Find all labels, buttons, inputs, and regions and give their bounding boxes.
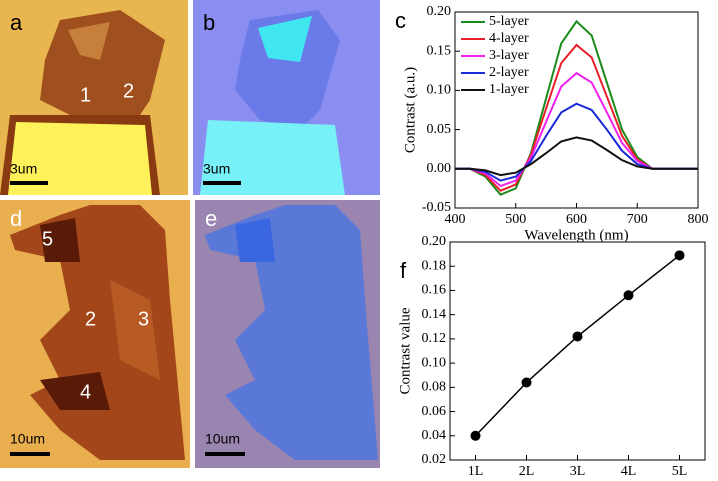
region-label: 5 — [42, 228, 53, 250]
flake — [258, 16, 312, 62]
x-tick-label: 4L — [621, 464, 637, 479]
y-axis-label: Contrast value — [397, 307, 413, 394]
scale-label: 3um — [10, 161, 37, 177]
y-tick-label: 0.15 — [427, 43, 452, 58]
flake — [40, 372, 110, 410]
plot-frame — [449, 241, 706, 461]
region-label: 2 — [85, 308, 96, 330]
panel-letter: f — [400, 258, 407, 283]
y-tick-label: 0.00 — [427, 161, 452, 176]
y-tick-label: 0.20 — [422, 234, 447, 249]
x-tick-label: 700 — [627, 212, 648, 227]
y-tick-label: 0.12 — [422, 331, 447, 346]
flake — [40, 218, 80, 262]
y-tick-label: 0.05 — [427, 122, 452, 137]
panel-letter: a — [10, 10, 23, 35]
x-tick-label: 5L — [672, 464, 688, 479]
plot-frame — [454, 11, 699, 209]
scale-label: 10um — [205, 431, 240, 447]
flake — [200, 120, 345, 195]
y-tick-label: 0.06 — [422, 404, 447, 419]
data-point — [674, 250, 685, 261]
scale-bar — [203, 181, 241, 185]
region-label: 1 — [80, 84, 91, 106]
series-line — [474, 254, 680, 437]
scale-label: 3um — [203, 161, 230, 177]
x-tick-label: 400 — [445, 212, 466, 227]
series-line — [455, 136, 698, 177]
data-point — [470, 430, 481, 441]
region-label: 4 — [80, 381, 91, 403]
legend-label: 2-layer — [489, 65, 529, 80]
x-tick-label: 2L — [519, 464, 535, 479]
scale-label: 10um — [10, 431, 45, 447]
data-point — [572, 331, 583, 342]
scale-bar — [10, 452, 50, 456]
y-tick-label: 0.02 — [422, 452, 447, 467]
scale-bar — [205, 452, 245, 456]
panel-b: b 3um — [193, 0, 380, 195]
panel-letter: e — [205, 206, 217, 231]
y-tick-label: 0.20 — [427, 4, 452, 19]
flake — [205, 205, 378, 460]
y-tick-label: -0.05 — [422, 200, 451, 215]
region-label: 2 — [123, 80, 134, 102]
panel-letter: b — [203, 10, 215, 35]
flake — [235, 10, 340, 130]
y-tick-label: 0.08 — [422, 380, 447, 395]
x-tick-label: 3L — [570, 464, 586, 479]
flake — [235, 218, 275, 262]
panel-e: e 10um — [195, 200, 380, 468]
legend-label: 1-layer — [489, 82, 529, 97]
legend-label: 3-layer — [489, 48, 529, 63]
panel-letter: c — [395, 8, 406, 33]
legend-label: 5-layer — [489, 14, 529, 29]
panel-d: d 5 2 3 4 10um — [0, 200, 190, 468]
panel-a: a 1 2 3um — [0, 0, 188, 195]
x-tick-label: 600 — [566, 212, 587, 227]
y-tick-label: 0.10 — [422, 355, 447, 370]
x-tick-label: 800 — [688, 212, 709, 227]
flake — [40, 10, 165, 130]
y-tick-label: 0.14 — [422, 307, 447, 322]
flake — [8, 122, 152, 195]
panel-letter: d — [10, 206, 22, 231]
x-axis-label: Wavelength (nm) — [524, 227, 628, 243]
y-tick-label: 0.04 — [422, 428, 447, 443]
y-tick-label: 0.16 — [422, 283, 447, 298]
data-point — [521, 377, 532, 388]
y-axis-label: Contrast (a.u.) — [402, 67, 418, 153]
flake — [110, 280, 160, 380]
y-tick-label: 0.10 — [427, 83, 452, 98]
x-tick-label: 1L — [468, 464, 484, 479]
region-label: 3 — [138, 308, 149, 330]
scale-bar — [10, 181, 48, 185]
data-point — [623, 290, 634, 301]
flake — [68, 22, 110, 60]
legend-label: 4-layer — [489, 31, 529, 46]
x-tick-label: 500 — [505, 212, 526, 227]
y-tick-label: 0.18 — [422, 258, 447, 273]
